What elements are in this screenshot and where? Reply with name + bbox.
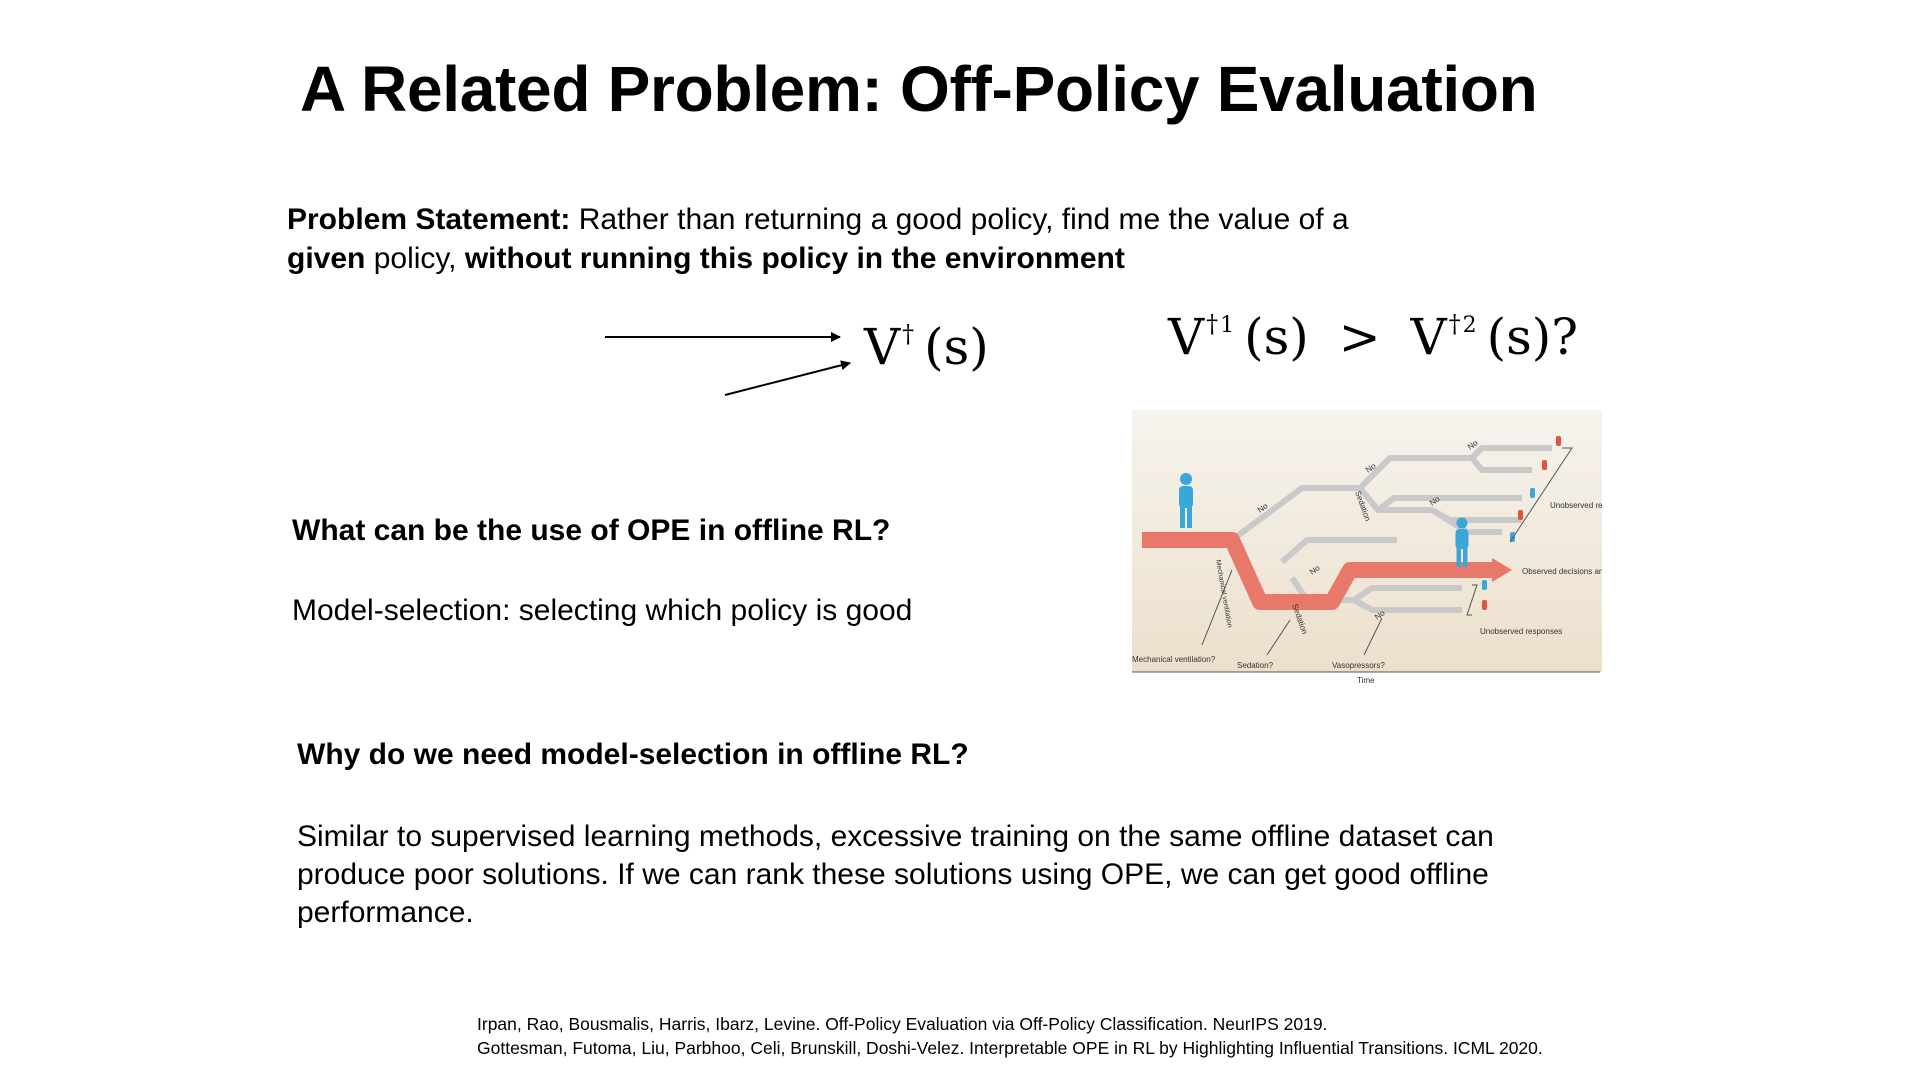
person-icon [1179,473,1193,528]
reference-2: Gottesman, Futoma, Liu, Parbhoo, Celi, B… [477,1038,1543,1058]
compare-v-2: V [1410,308,1447,366]
answer-why-model-selection: Similar to supervised learning methods, … [297,820,1494,929]
value-function: V† (s) [864,318,989,376]
observed-path [1142,532,1492,610]
value-comparison: V†1 (s) > V†2 (s)? [1168,308,1578,366]
treatment-decision-diagram: No No No No No No Sedation Sedation Mech… [1132,410,1602,685]
compare-pi-1: †1 [1206,310,1235,338]
small-person-icon [1482,436,1561,610]
label-q-vaso: Vasopressors? [1332,661,1385,670]
label-q-sed: Sedation? [1237,661,1274,670]
answer-model-selection: Model-selection: selecting which policy … [292,594,913,627]
value-v: V [864,318,901,376]
label-time: Time [1357,676,1375,685]
problem-statement-given: given [287,242,366,275]
question-use-of-ope: What can be the use of OPE in offline RL… [292,514,891,547]
problem-statement-text-1: Rather than returning a good policy, fin… [570,203,1349,236]
reference-1: Irpan, Rao, Bousmalis, Harris, Ibarz, Le… [477,1014,1328,1034]
compare-arg-2: (s)? [1486,308,1579,366]
problem-statement-text-2: policy, [365,242,465,275]
observed-arrow-head [1492,558,1512,582]
problem-statement-without: without running this policy in the envir… [464,242,1125,275]
person-icon [1455,517,1469,567]
problem-statement: Problem Statement: Rather than returning… [287,200,1487,278]
label-q-mech: Mechanical ventilation? [1132,655,1216,664]
compare-op: > [1338,308,1381,366]
label-unobserved: Unobserved responses [1550,501,1602,510]
references: Irpan, Rao, Bousmalis, Harris, Ibarz, Le… [477,1012,1543,1060]
compare-arg-1: (s) [1244,308,1309,366]
label-observed: Observed decisions and response [1522,567,1602,576]
value-pi: † [902,320,915,348]
compare-pi-2: †2 [1448,310,1477,338]
input-arrows [605,332,851,396]
arrow-policy [724,360,851,396]
label-unobserved: Unobserved responses [1480,627,1562,636]
value-arg: (s) [924,318,989,376]
slide-title: A Related Problem: Off-Policy Evaluation [300,53,1538,125]
compare-v-1: V [1168,308,1205,366]
problem-statement-label: Problem Statement: [287,203,571,236]
question-why-model-selection: Why do we need model-selection in offlin… [297,738,969,771]
unobserved-branches [1230,445,1552,613]
